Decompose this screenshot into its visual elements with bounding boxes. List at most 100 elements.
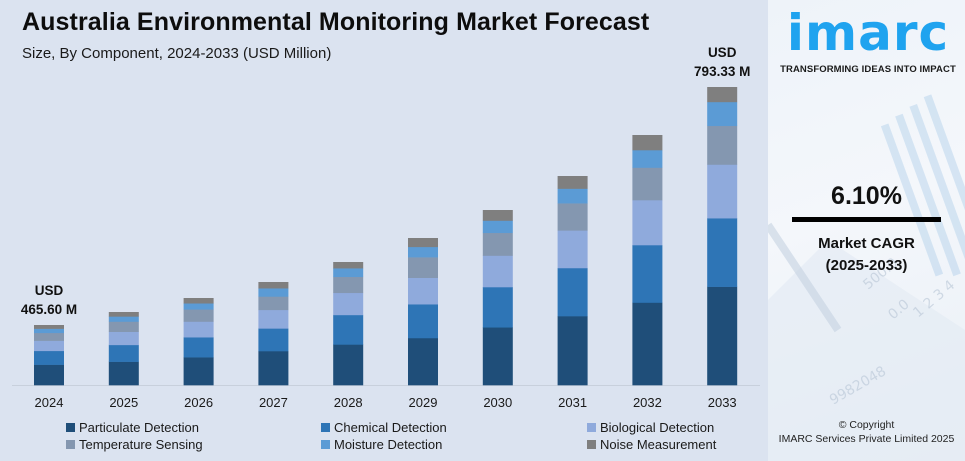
- legend-item-moisture-detection: Moisture Detection: [321, 437, 442, 452]
- cagr-label-title: Market CAGR: [818, 235, 915, 252]
- bar-segment-chemical-detection-2027: [258, 328, 289, 352]
- bar-segment-temperature-sensing-2033: [707, 125, 738, 165]
- bar-segment-chemical-detection-2032: [632, 245, 663, 303]
- bar-stack-2029: [408, 238, 438, 386]
- bar-segment-moisture-detection-2028: [333, 268, 364, 278]
- x-tick-label: 2024: [35, 395, 64, 410]
- x-tick-label: 2031: [558, 395, 587, 410]
- bar-segment-temperature-sensing-2024: [34, 332, 64, 341]
- bar-stack-2025: [108, 312, 139, 386]
- bar-segment-chemical-detection-2029: [408, 304, 438, 339]
- copyright-symbol-line: © Copyright: [838, 419, 895, 431]
- chart-subtitle: Size, By Component, 2024-2033 (USD Milli…: [22, 45, 332, 62]
- legend-item-chemical-detection: Chemical Detection: [321, 420, 447, 435]
- legend-label: Chemical Detection: [334, 420, 447, 435]
- bar-segment-particulate-detection-2025: [108, 361, 139, 386]
- legend-item-noise-measurement: Noise Measurement: [587, 437, 716, 452]
- bar-segment-chemical-detection-2025: [108, 344, 139, 362]
- x-tick-label: 2025: [109, 395, 138, 410]
- bar-segment-particulate-detection-2029: [408, 337, 438, 386]
- bar-segment-moisture-detection-2033: [707, 101, 738, 127]
- legend-swatch: [587, 440, 596, 449]
- legend-item-temperature-sensing: Temperature Sensing: [66, 437, 203, 452]
- x-tick-label: 2028: [334, 395, 363, 410]
- total-label-value: 465.60 M: [21, 302, 77, 317]
- bar-segment-moisture-detection-2024: [34, 328, 64, 334]
- legend-label: Particulate Detection: [79, 420, 199, 435]
- bar-segment-noise-measurement-2028: [333, 262, 364, 269]
- bar-segment-noise-measurement-2031: [557, 176, 588, 189]
- bar-segment-noise-measurement-2029: [408, 238, 438, 248]
- bar-stack-2030: [482, 210, 513, 386]
- legend-swatch: [321, 440, 330, 449]
- bar-segment-particulate-detection-2027: [258, 351, 289, 386]
- copyright-owner: IMARC Services Private Limited 2025: [778, 433, 955, 445]
- cagr-label: Market CAGR (2025-2033): [768, 233, 965, 277]
- bar-segment-moisture-detection-2032: [632, 150, 663, 168]
- bar-segment-particulate-detection-2030: [482, 327, 513, 386]
- imarc-logo: imarc TRANSFORMING IDEAS INTO IMPACT: [778, 8, 958, 75]
- bar-segment-temperature-sensing-2028: [333, 276, 364, 294]
- bar-segment-moisture-detection-2031: [557, 188, 588, 204]
- legend-swatch: [66, 423, 75, 432]
- bar-stack-2031: [557, 176, 588, 386]
- bar-segment-biological-detection-2026: [183, 321, 214, 338]
- bar-segment-chemical-detection-2033: [707, 218, 738, 287]
- bar-segment-biological-detection-2027: [258, 309, 289, 329]
- bar-stack-2032: [632, 135, 663, 386]
- bar-segment-chemical-detection-2030: [482, 287, 513, 328]
- bar-segment-noise-measurement-2027: [258, 282, 289, 289]
- bar-segment-temperature-sensing-2026: [183, 309, 214, 322]
- legend-swatch: [321, 423, 330, 432]
- total-label-currency: USD: [708, 45, 737, 60]
- legend-swatch: [66, 440, 75, 449]
- bar-stack-2028: [333, 262, 364, 386]
- bar-segment-moisture-detection-2029: [408, 246, 438, 258]
- bar-segment-particulate-detection-2032: [632, 302, 663, 386]
- x-tick-label: 2026: [184, 395, 213, 410]
- bar-segment-noise-measurement-2032: [632, 135, 663, 151]
- chart-title: Australia Environmental Monitoring Marke…: [22, 8, 650, 36]
- stacked-bar-chart: 2024 2025 2026 2027 2028 2029 2030 2031 2032 2033…: [12, 45, 760, 410]
- bar-segment-noise-measurement-2030: [482, 210, 513, 221]
- legend-item-particulate-detection: Particulate Detection: [66, 420, 199, 435]
- bar-segment-temperature-sensing-2029: [408, 257, 438, 278]
- bar-segment-biological-detection-2033: [707, 164, 738, 219]
- copyright: © Copyright IMARC Services Private Limit…: [768, 418, 965, 446]
- x-tick-label: 2032: [633, 395, 662, 410]
- legend-item-biological-detection: Biological Detection: [587, 420, 714, 435]
- bar-segment-temperature-sensing-2025: [108, 321, 139, 333]
- bar-segment-moisture-detection-2027: [258, 288, 289, 297]
- x-tick-label: 2030: [483, 395, 512, 410]
- bar-segment-temperature-sensing-2030: [482, 232, 513, 256]
- bar-stack-2033: [707, 87, 738, 386]
- bar-segment-biological-detection-2024: [34, 340, 64, 352]
- bar-segment-biological-detection-2025: [108, 331, 139, 346]
- legend-label: Biological Detection: [600, 420, 715, 435]
- bar-stack-2026: [183, 298, 214, 386]
- bar-segment-temperature-sensing-2031: [557, 203, 588, 231]
- chart-area: Australia Environmental Monitoring Marke…: [12, 8, 760, 452]
- info-panel: 500.0 0.0 1 2 3 4 9982048 imarc TRANSFOR…: [768, 0, 965, 461]
- cagr-label-period: (2025-2033): [825, 257, 908, 274]
- bar-segment-chemical-detection-2028: [333, 314, 364, 345]
- bar-segment-particulate-detection-2031: [557, 316, 588, 386]
- legend-label: Moisture Detection: [334, 437, 443, 452]
- x-tick-label: 2027: [259, 395, 288, 410]
- bar-segment-biological-detection-2032: [632, 200, 663, 246]
- logo-wordmark: imarc: [786, 4, 950, 62]
- bar-segment-noise-measurement-2025: [108, 312, 139, 317]
- bar-segment-moisture-detection-2026: [183, 303, 214, 310]
- bar-segment-chemical-detection-2024: [34, 350, 64, 365]
- total-label-currency: USD: [35, 283, 64, 298]
- legend-swatch: [587, 423, 596, 432]
- bar-segment-chemical-detection-2026: [183, 337, 214, 358]
- x-tick-label: 2029: [409, 395, 438, 410]
- background-decoration: 500.0 0.0 1 2 3 4 9982048: [768, 94, 965, 461]
- bar-segment-moisture-detection-2025: [108, 316, 139, 322]
- bar-segment-noise-measurement-2024: [34, 325, 64, 329]
- bar-stack-2024: [34, 325, 64, 386]
- bar-segment-biological-detection-2029: [408, 277, 438, 305]
- legend-label: Noise Measurement: [600, 437, 717, 452]
- bar-segment-biological-detection-2028: [333, 292, 364, 316]
